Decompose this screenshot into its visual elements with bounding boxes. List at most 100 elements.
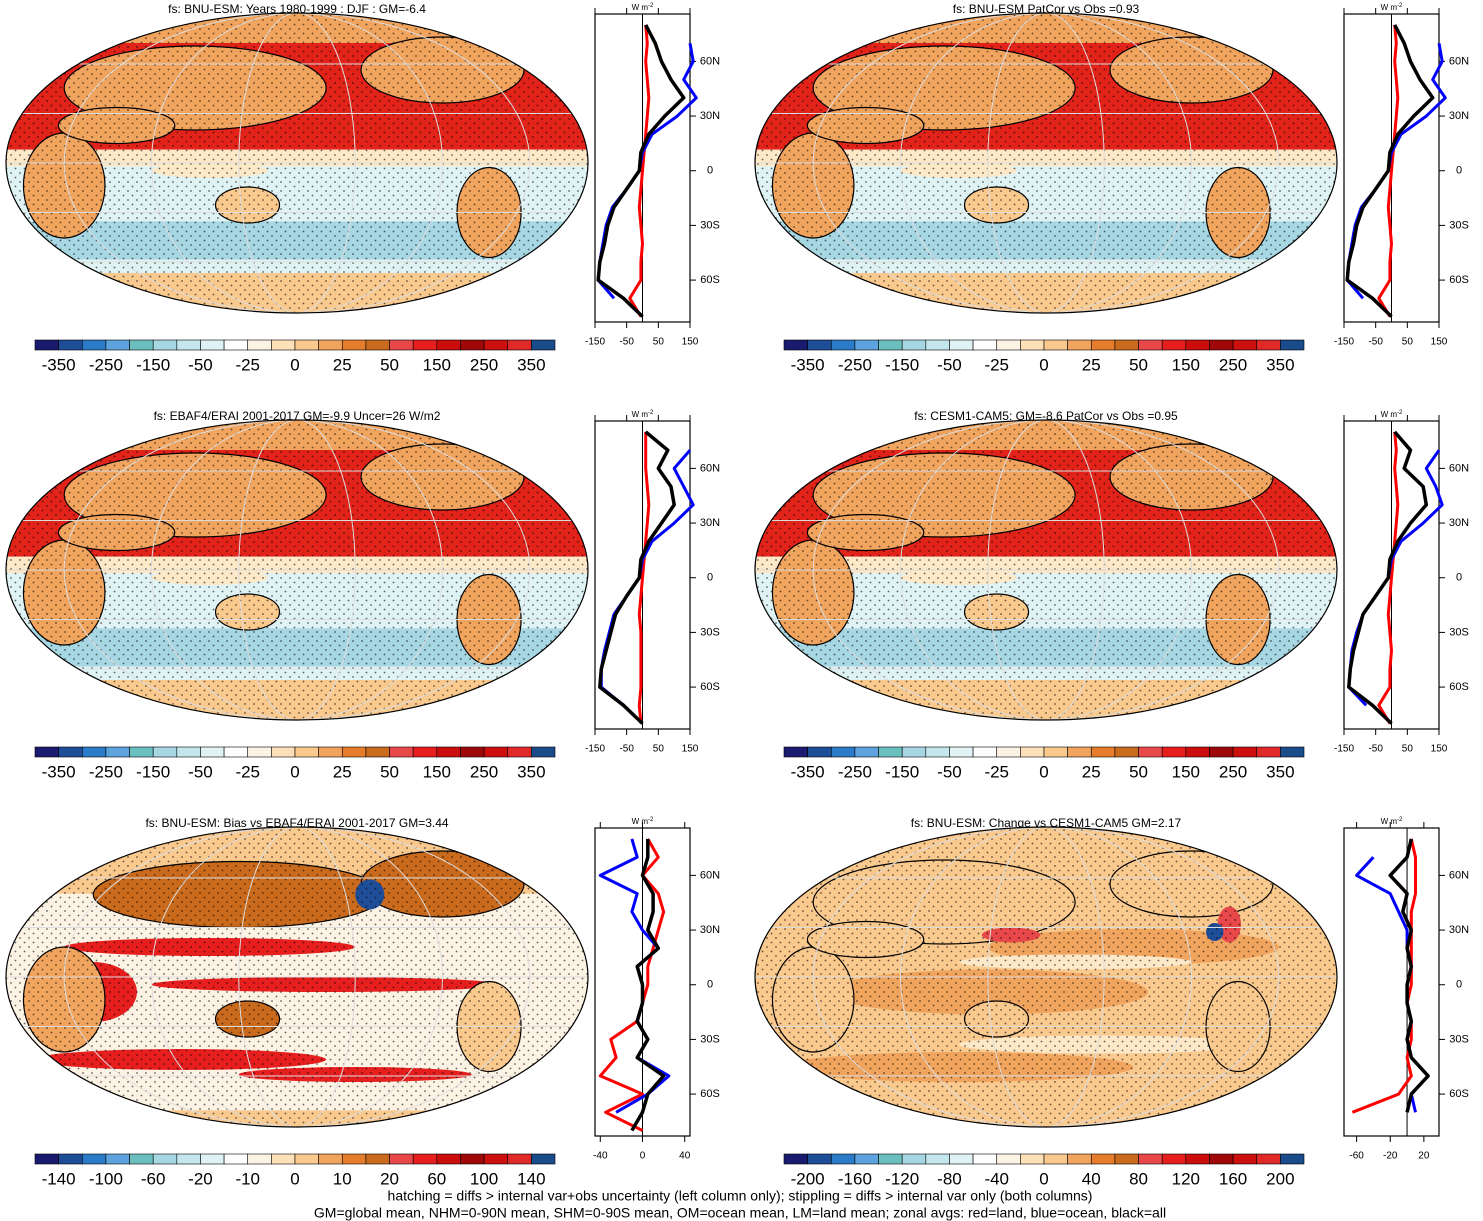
y-tick-label: 60S xyxy=(1449,274,1469,286)
colorbar-swatch xyxy=(1256,746,1281,758)
colorbar-swatch xyxy=(949,339,974,351)
colorbar-swatch xyxy=(878,746,903,758)
colorbar-swatch xyxy=(507,1153,532,1165)
colorbar-swatch xyxy=(247,746,272,758)
colorbar-label: 100 xyxy=(470,1169,498,1188)
unit-label: W m-2 xyxy=(632,3,654,13)
unit-exponent: -2 xyxy=(648,3,654,9)
y-tick-label: 30S xyxy=(700,1033,720,1045)
colorbar-swatch xyxy=(223,1153,249,1165)
x-tick-label: -150 xyxy=(585,337,605,348)
unit-exponent: -2 xyxy=(1397,817,1403,823)
colorbar-label: -50 xyxy=(188,355,213,374)
colorbar-swatch xyxy=(200,746,225,758)
x-tick-label: -150 xyxy=(1334,744,1354,755)
unit-label: W m-2 xyxy=(1381,410,1403,420)
graticule xyxy=(812,420,1280,720)
zonal-mean-line xyxy=(1377,24,1400,318)
colorbar-swatch xyxy=(807,746,832,758)
colorbar-swatch xyxy=(247,1153,272,1165)
colorbar-swatch xyxy=(294,339,319,351)
colorbar-label: -200 xyxy=(791,1169,825,1188)
colorbar-swatch xyxy=(830,746,856,758)
zonal-mean-line xyxy=(628,24,651,318)
colorbar-swatch xyxy=(783,339,808,351)
colorbar-swatch xyxy=(341,746,367,758)
y-tick-label: 30N xyxy=(1449,517,1469,529)
colorbar-label: 50 xyxy=(380,762,399,781)
y-tick-label: 60N xyxy=(1449,462,1469,474)
unit-exponent: -2 xyxy=(648,410,654,416)
colorbar-label: 25 xyxy=(1082,355,1101,374)
graticule xyxy=(63,827,531,1127)
colorbar-swatch xyxy=(507,746,532,758)
colorbar-swatch xyxy=(854,1153,879,1165)
colorbar-swatch xyxy=(1114,339,1139,351)
x-tick-label: 40 xyxy=(679,1151,691,1162)
colorbar-swatch xyxy=(1020,339,1045,351)
colorbar-label: 25 xyxy=(333,355,352,374)
colorbar-swatch xyxy=(81,746,107,758)
colorbar-swatch xyxy=(1161,1153,1187,1165)
x-tick-label: 50 xyxy=(1402,337,1414,348)
colorbar-swatch xyxy=(460,746,485,758)
y-tick-label: 60N xyxy=(700,869,720,881)
colorbar-swatch xyxy=(925,1153,950,1165)
colorbar-swatch xyxy=(294,1153,319,1165)
y-tick-label: 0 xyxy=(1456,165,1462,177)
colorbar-swatch xyxy=(460,1153,485,1165)
colorbar-swatch xyxy=(34,339,59,351)
colorbar-label: 20 xyxy=(380,1169,399,1188)
graticule xyxy=(238,13,356,313)
zonal-mean-line xyxy=(1345,24,1435,318)
colorbar-swatch xyxy=(389,339,414,351)
colorbar-label: 140 xyxy=(517,1169,545,1188)
colorbar-swatch xyxy=(483,746,509,758)
y-tick-label: 0 xyxy=(707,165,713,177)
panel-title: fs: BNU-ESM: Bias vs EBAF4/ERAI 2001-201… xyxy=(145,816,448,830)
colorbar-swatch xyxy=(152,1153,178,1165)
y-tick-label: 0 xyxy=(1456,572,1462,584)
colorbar-swatch xyxy=(1090,1153,1116,1165)
colorbar-swatch xyxy=(1114,1153,1139,1165)
graticule xyxy=(63,13,531,313)
y-tick-label: 30N xyxy=(700,517,720,529)
y-tick-label: 30N xyxy=(1449,110,1469,122)
colorbar-swatch xyxy=(412,1153,438,1165)
colorbar-label: -140 xyxy=(42,1169,76,1188)
colorbar-swatch xyxy=(483,339,509,351)
colorbar-label: 250 xyxy=(470,762,498,781)
colorbar-swatch xyxy=(436,746,461,758)
panel-title: fs: BNU-ESM PatCor vs Obs =0.93 xyxy=(953,2,1140,16)
colorbar-swatch xyxy=(854,339,879,351)
y-tick-label: 60N xyxy=(700,462,720,474)
colorbar-swatch xyxy=(783,1153,808,1165)
colorbar-label: -250 xyxy=(89,355,123,374)
colorbar-label: 80 xyxy=(1129,1169,1148,1188)
map xyxy=(6,420,588,720)
colorbar-swatch xyxy=(105,339,130,351)
colorbar-label: 60 xyxy=(427,1169,446,1188)
colorbar-swatch xyxy=(200,1153,225,1165)
colorbar-label: -120 xyxy=(885,1169,919,1188)
colorbar-swatch xyxy=(1185,746,1210,758)
colorbar-swatch xyxy=(1232,746,1258,758)
x-tick-label: 0 xyxy=(640,1151,646,1162)
colorbar-swatch xyxy=(996,746,1021,758)
colorbar-swatch xyxy=(81,339,107,351)
map xyxy=(755,13,1337,313)
x-tick-label: 50 xyxy=(653,337,665,348)
zonal-mean-line xyxy=(598,430,676,725)
y-tick-label: 30S xyxy=(700,219,720,231)
colorbar-swatch xyxy=(1280,746,1305,758)
x-tick-label: -40 xyxy=(593,1151,608,1162)
colorbar-label: -50 xyxy=(188,762,213,781)
map-outline xyxy=(5,419,589,721)
panel-title: fs: BNU-ESM: Change vs CESM1-CAM5 GM=2.1… xyxy=(911,816,1182,830)
footer-line: GM=global mean, NHM=0-90N mean, SHM=0-90… xyxy=(314,1205,1166,1221)
colorbar-label: 50 xyxy=(380,355,399,374)
y-tick-label: 60S xyxy=(1449,1088,1469,1100)
colorbar-swatch xyxy=(341,339,367,351)
y-tick-label: 60S xyxy=(700,274,720,286)
y-tick-label: 60S xyxy=(700,681,720,693)
